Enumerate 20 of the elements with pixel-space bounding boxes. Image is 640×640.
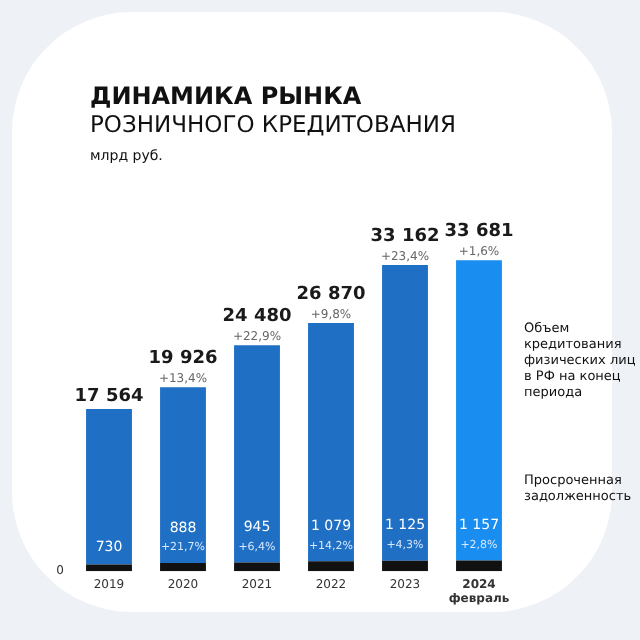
bar	[382, 560, 428, 572]
total-label: 17 564	[74, 386, 144, 407]
bar	[86, 409, 132, 565]
total-label: 19 926	[148, 348, 218, 369]
bar	[456, 560, 502, 572]
bar	[234, 562, 280, 572]
bar	[160, 387, 206, 563]
total-label: 26 870	[296, 284, 366, 305]
total-label: 33 162	[370, 226, 440, 247]
bar	[456, 260, 502, 561]
total-label: 24 480	[222, 306, 292, 327]
chart-title: ДИНАМИКА РЫНКА	[90, 82, 364, 110]
chart-subtitle: РОЗНИЧНОГО КРЕДИТОВАНИЯ	[90, 110, 456, 138]
bar	[234, 345, 280, 563]
bar	[86, 564, 132, 572]
bar	[160, 563, 206, 572]
bar	[308, 323, 354, 562]
total-label: 33 681	[444, 221, 514, 242]
bar	[382, 264, 428, 561]
bar	[308, 561, 354, 572]
